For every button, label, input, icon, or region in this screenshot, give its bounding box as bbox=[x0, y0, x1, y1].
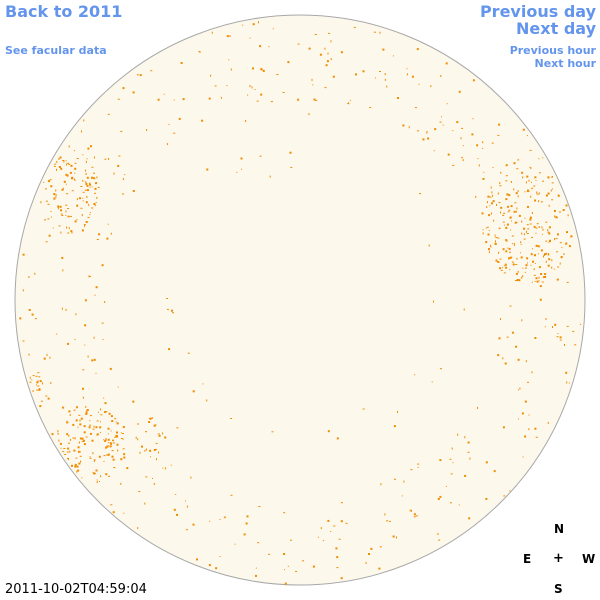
solar-disk bbox=[14, 14, 586, 586]
previous-day-link[interactable]: Previous day bbox=[479, 2, 596, 21]
back-to-year-link[interactable]: Back to 2011 bbox=[5, 2, 123, 21]
compass-center-mark: + bbox=[553, 551, 564, 566]
next-hour-link[interactable]: Next hour bbox=[534, 57, 597, 70]
see-facular-data-link[interactable]: See facular data bbox=[5, 44, 107, 57]
compass-east-label: E bbox=[523, 552, 532, 566]
faculae-layer bbox=[19, 21, 582, 585]
compass-north-label: N bbox=[554, 522, 565, 536]
compass-west-label: W bbox=[582, 552, 596, 566]
compass-south-label: S bbox=[554, 582, 563, 596]
previous-hour-link[interactable]: Previous hour bbox=[509, 44, 596, 57]
next-day-link[interactable]: Next day bbox=[516, 19, 596, 38]
observation-timestamp: 2011-10-02T04:59:04 bbox=[5, 582, 147, 597]
